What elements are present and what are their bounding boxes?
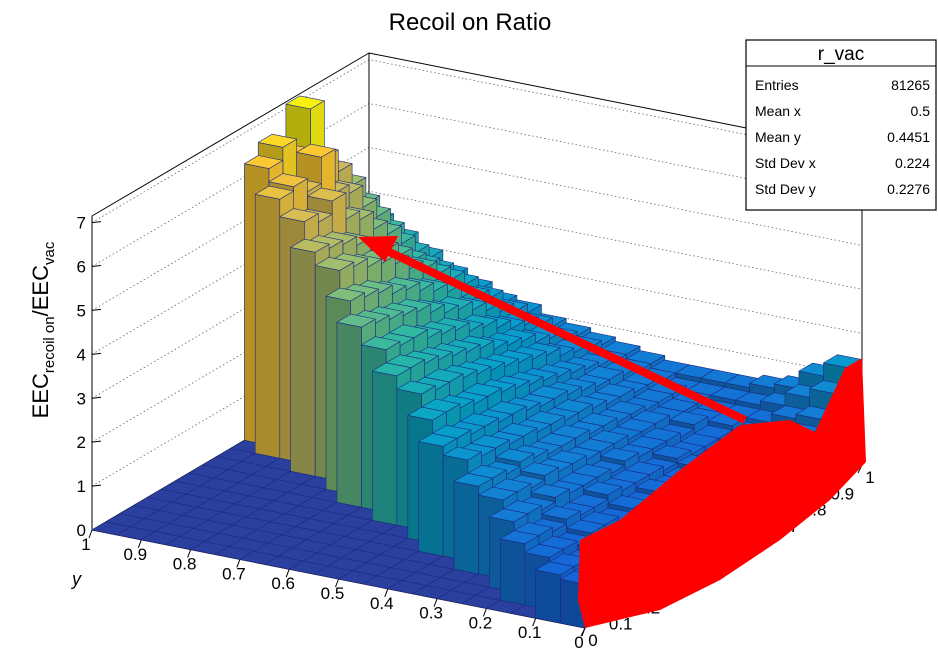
z-tick-label: 3 bbox=[77, 389, 86, 408]
stats-title: r_vac bbox=[818, 44, 864, 65]
z-tick-label: 2 bbox=[77, 433, 86, 452]
stats-label: Mean x bbox=[755, 103, 801, 119]
z-tick bbox=[92, 353, 101, 354]
y-tick-label: 0.5 bbox=[321, 584, 345, 603]
y-tick-label: 0.9 bbox=[123, 545, 147, 564]
stats-value: 0.224 bbox=[895, 155, 930, 171]
bar-face-x bbox=[291, 247, 316, 476]
z-tick-label: 6 bbox=[77, 258, 86, 277]
z-label-part: vac bbox=[41, 241, 58, 265]
y-tick-label: 0.2 bbox=[469, 613, 493, 632]
bar-face-x bbox=[536, 570, 561, 623]
bar-face-x bbox=[255, 194, 280, 458]
z-tick bbox=[92, 266, 101, 267]
z-tick-label: 1 bbox=[77, 477, 86, 496]
stats-value: 0.5 bbox=[911, 103, 931, 119]
y-tick-label: 1 bbox=[81, 535, 90, 554]
z-tick-label: 7 bbox=[77, 214, 86, 233]
bar-face-x bbox=[372, 371, 397, 525]
y-tick-label: 0.1 bbox=[518, 623, 542, 642]
y-tick-label: 0.6 bbox=[271, 574, 295, 593]
z-tick bbox=[92, 397, 101, 398]
stats-value: 81265 bbox=[891, 77, 930, 93]
stats-value: 0.2276 bbox=[887, 181, 930, 197]
stats-label: Std Dev y bbox=[755, 181, 816, 197]
z-label-part: recoil on bbox=[41, 316, 58, 373]
bar-face-x bbox=[500, 539, 525, 605]
stats-label: Std Dev x bbox=[755, 155, 816, 171]
z-tick bbox=[92, 222, 101, 223]
z-tick bbox=[92, 309, 101, 310]
x-tick-label: 0 bbox=[588, 631, 597, 650]
y-tick-label: 0.7 bbox=[222, 564, 246, 583]
stats-box: r_vac Entries 81265 Mean x 0.5 Mean y 0.4451 S… bbox=[746, 40, 936, 210]
z-label-part: EEC bbox=[28, 373, 53, 418]
z-tick bbox=[92, 485, 101, 486]
chart-title: Recoil on Ratio bbox=[389, 9, 552, 36]
y-tick-label: 0 bbox=[574, 633, 583, 652]
z-axis-label: EECrecoil on/EECvac bbox=[28, 241, 58, 418]
y-tick-label: 0.3 bbox=[419, 604, 443, 623]
bar-face-x bbox=[337, 322, 362, 507]
y-tick-label: 0.8 bbox=[173, 555, 197, 574]
x-tick-label: 1 bbox=[865, 468, 874, 487]
page: {"chart_data": { "type": "lego", "title"… bbox=[0, 0, 938, 655]
y-axis-label: y bbox=[70, 569, 82, 589]
z-tick bbox=[92, 441, 101, 442]
stats-label: Mean y bbox=[755, 129, 801, 145]
stats-value: 0.4451 bbox=[887, 129, 930, 145]
z-tick-label: 5 bbox=[77, 301, 86, 320]
y-tick-label: 0.4 bbox=[370, 594, 394, 613]
chart: 0123456700.10.20.30.40.50.60.70.80.9100.… bbox=[0, 0, 938, 655]
bar-face-x bbox=[419, 442, 444, 557]
z-tick-label: 4 bbox=[77, 345, 86, 364]
stats-label: Entries bbox=[755, 77, 799, 93]
bar-face-x bbox=[454, 481, 479, 574]
z-label-part: /EEC bbox=[28, 265, 53, 316]
